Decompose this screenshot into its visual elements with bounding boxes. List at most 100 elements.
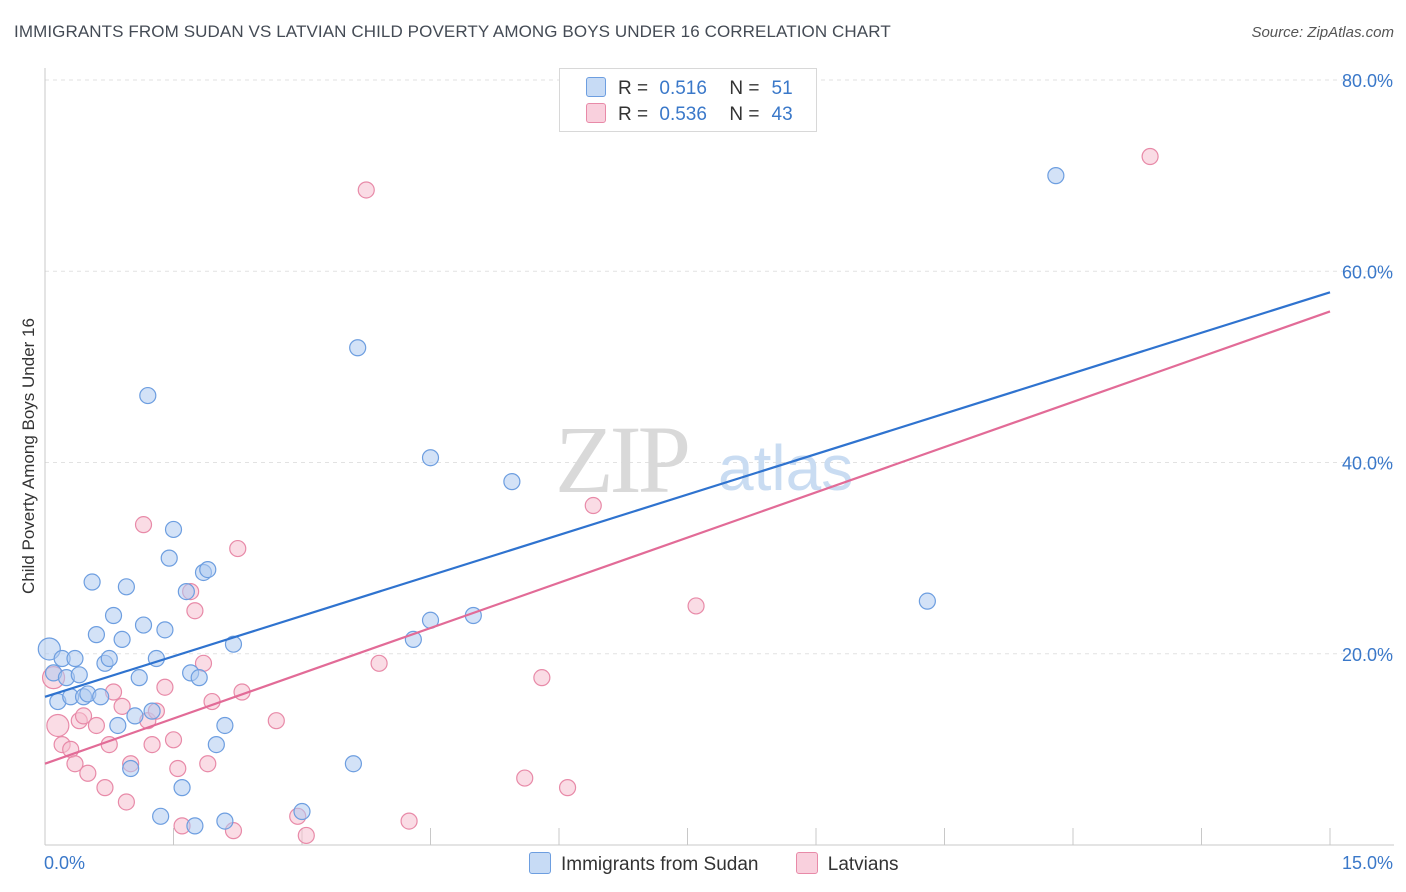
x-ticks xyxy=(173,828,1331,845)
y-tick-label: 60.0% xyxy=(1342,262,1393,282)
legend-swatch-sudan xyxy=(586,77,606,97)
trend-lines xyxy=(44,291,1331,765)
latvian-point xyxy=(533,669,551,687)
latvian-point xyxy=(117,793,135,811)
sudan-trend-line xyxy=(44,291,1331,698)
sudan-point xyxy=(173,779,191,797)
legend-swatch-latvians xyxy=(586,103,606,123)
legend-n-value-sudan: 51 xyxy=(771,78,793,99)
latvian-point xyxy=(66,755,84,773)
sudan-point xyxy=(199,560,217,579)
sudan-point xyxy=(100,649,118,668)
latvian-point xyxy=(357,181,375,199)
latvian-point xyxy=(400,812,418,830)
sudan-point xyxy=(160,549,178,567)
sudan-point xyxy=(216,716,234,735)
sudan-point xyxy=(126,707,144,725)
legend-row-latvians: R = 0.536 N = 43 xyxy=(586,103,793,127)
latvian-point xyxy=(143,735,161,754)
latvian-point xyxy=(96,779,114,797)
series-legend-sudan[interactable]: Immigrants from Sudan xyxy=(529,852,758,876)
chart-title: IMMIGRANTS FROM SUDAN VS LATVIAN CHILD P… xyxy=(14,22,891,41)
legend-n-value-latvians: 43 xyxy=(771,104,793,125)
series-label-latvians: Latvians xyxy=(827,854,899,875)
x-tick-label-max: 15.0% xyxy=(1342,853,1393,873)
sudan-point xyxy=(104,606,123,625)
sudan-point xyxy=(113,630,131,649)
y-tick-labels: 20.0% 40.0% 60.0% 80.0% xyxy=(1342,71,1393,665)
latvian-point xyxy=(297,826,315,845)
latvian-point xyxy=(186,602,204,620)
latvian-point xyxy=(74,707,93,725)
sudan-point xyxy=(117,578,135,596)
sudan-point xyxy=(109,716,127,735)
sudan-point xyxy=(134,616,153,634)
sudan-point xyxy=(139,386,157,405)
latvian-point xyxy=(687,597,705,615)
series-swatch-latvians xyxy=(795,852,818,874)
sudan-point xyxy=(122,759,140,778)
stats-legend: R = 0.516 N = 51 R = 0.536 N = 43 xyxy=(559,68,817,132)
latvian-trend-line xyxy=(44,310,1331,765)
sudan-point xyxy=(216,812,234,830)
sudan-point xyxy=(344,755,362,773)
legend-r-value-latvians: 0.536 xyxy=(659,104,707,125)
watermark-atlas: atlas xyxy=(718,432,853,504)
sudan-point xyxy=(421,449,440,467)
sudan-point xyxy=(152,807,170,825)
legend-r-value-sudan: 0.516 xyxy=(659,78,707,99)
sudan-point xyxy=(83,573,101,591)
latvian-point xyxy=(584,496,602,515)
latvian-point xyxy=(558,779,577,797)
series-legend: Immigrants from Sudan Latvians xyxy=(529,852,931,876)
latvian-point xyxy=(169,759,187,778)
sudan-point xyxy=(349,339,367,357)
axes xyxy=(44,68,1394,846)
sudan-point xyxy=(164,520,183,539)
latvian-point xyxy=(46,713,70,738)
latvian-point xyxy=(164,731,183,749)
latvian-point xyxy=(134,516,153,534)
series-swatch-sudan xyxy=(529,852,551,874)
x-tick-labels: 0.0% 15.0% xyxy=(44,853,1393,873)
sudan-point xyxy=(66,649,84,668)
y-tick-label: 80.0% xyxy=(1342,71,1393,91)
sudan-point xyxy=(87,626,106,644)
sudan-point xyxy=(70,666,88,684)
sudan-point xyxy=(224,635,243,653)
latvian-point xyxy=(370,654,388,672)
latvian-point xyxy=(199,755,217,773)
series-legend-latvians[interactable]: Latvians xyxy=(795,852,899,876)
sudan-point xyxy=(186,817,204,835)
legend-row-sudan: R = 0.516 N = 51 xyxy=(586,77,793,101)
latvian-point xyxy=(1141,147,1159,166)
latvian-point xyxy=(229,539,247,558)
sudan-point xyxy=(207,735,225,754)
sudan-point xyxy=(1047,167,1065,185)
legend-n-label: N = xyxy=(729,78,760,99)
latvian-point xyxy=(113,697,131,715)
series-label-sudan: Immigrants from Sudan xyxy=(561,854,759,875)
latvian-point xyxy=(516,769,534,787)
sudan-point xyxy=(190,669,208,687)
sudan-point xyxy=(92,688,110,706)
sudan-point xyxy=(918,592,936,610)
sudan-point xyxy=(130,669,148,687)
legend-n-label: N = xyxy=(729,104,760,125)
x-tick-label-min: 0.0% xyxy=(44,853,85,873)
sudan-point xyxy=(156,621,174,639)
y-axis-title: Child Poverty Among Boys Under 16 xyxy=(19,318,38,594)
grid-lines xyxy=(45,79,1394,655)
y-tick-label: 40.0% xyxy=(1342,454,1393,474)
sudan-point xyxy=(293,802,311,821)
watermark: ZIP atlas xyxy=(555,406,853,513)
watermark-zip: ZIP xyxy=(555,406,688,513)
latvian-point xyxy=(156,678,174,696)
sudan-point xyxy=(143,702,161,720)
latvian-point xyxy=(79,764,97,782)
sudan-point xyxy=(503,473,521,491)
source-credit: Source: ZipAtlas.com xyxy=(1251,24,1394,41)
latvian-point xyxy=(87,716,106,735)
y-tick-label: 20.0% xyxy=(1342,645,1393,665)
